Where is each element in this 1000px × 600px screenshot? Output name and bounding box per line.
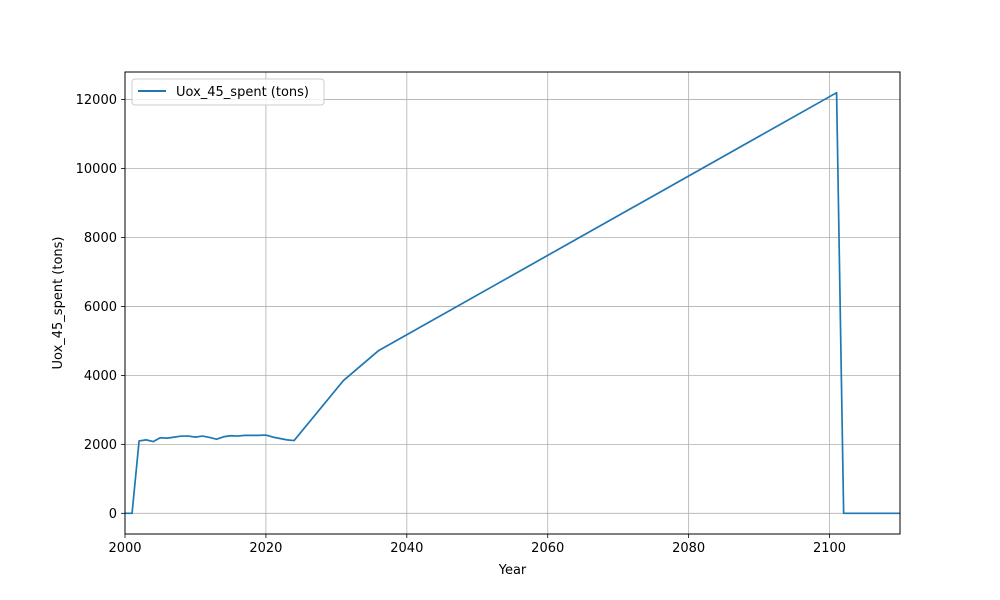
data-point bbox=[279, 438, 281, 440]
data-point bbox=[843, 512, 845, 514]
axis-ticks: 2000 2020 2040 2060 2080 2100 0 2000 4000 6000 800… bbox=[76, 93, 846, 556]
y-tick-label: 10000 bbox=[76, 162, 117, 177]
legend: Uox_45_spent (tons) bbox=[131, 78, 325, 106]
x-tick-label: 2000 bbox=[108, 541, 141, 556]
x-axis-label: Year bbox=[498, 563, 527, 578]
data-point bbox=[216, 438, 218, 440]
data-point bbox=[272, 436, 274, 438]
x-tick-label: 2040 bbox=[390, 541, 423, 556]
series-line bbox=[125, 91, 900, 515]
data-point bbox=[138, 440, 140, 442]
data-point bbox=[188, 435, 190, 437]
grid-lines bbox=[124, 72, 900, 534]
data-point bbox=[343, 380, 345, 382]
legend-box bbox=[131, 78, 325, 106]
data-point bbox=[378, 350, 380, 352]
data-point bbox=[244, 434, 246, 436]
data-point bbox=[159, 437, 161, 439]
data-point bbox=[237, 435, 239, 437]
y-tick-label: 8000 bbox=[84, 231, 117, 246]
data-point bbox=[258, 434, 260, 436]
data-point bbox=[202, 435, 204, 437]
data-point bbox=[152, 441, 154, 443]
data-point bbox=[251, 434, 253, 436]
y-tick-label: 0 bbox=[109, 507, 117, 522]
data-point bbox=[836, 92, 838, 94]
data-point bbox=[286, 439, 288, 441]
y-tick-label: 12000 bbox=[76, 93, 117, 108]
data-point bbox=[195, 436, 197, 438]
data-point bbox=[180, 435, 182, 437]
x-tick-label: 2100 bbox=[813, 541, 846, 556]
y-tick-label: 2000 bbox=[84, 438, 117, 453]
data-point bbox=[209, 437, 211, 439]
data-point bbox=[145, 439, 147, 441]
legend-label: Uox_45_spent (tons) bbox=[176, 85, 309, 100]
data-point bbox=[173, 436, 175, 438]
data-point bbox=[166, 437, 168, 439]
x-tick-label: 2060 bbox=[531, 541, 564, 556]
x-tick-label: 2020 bbox=[249, 541, 282, 556]
data-point bbox=[265, 434, 267, 436]
x-tick-label: 2080 bbox=[672, 541, 705, 556]
plot-frame bbox=[124, 71, 901, 535]
data-point bbox=[131, 512, 133, 514]
data-point bbox=[230, 435, 232, 437]
data-point bbox=[223, 436, 225, 438]
y-axis-label: Uox_45_spent (tons) bbox=[51, 236, 66, 369]
series-layer bbox=[125, 91, 900, 515]
data-point bbox=[293, 440, 295, 442]
y-tick-label: 6000 bbox=[84, 300, 117, 315]
y-tick-label: 4000 bbox=[84, 369, 117, 384]
